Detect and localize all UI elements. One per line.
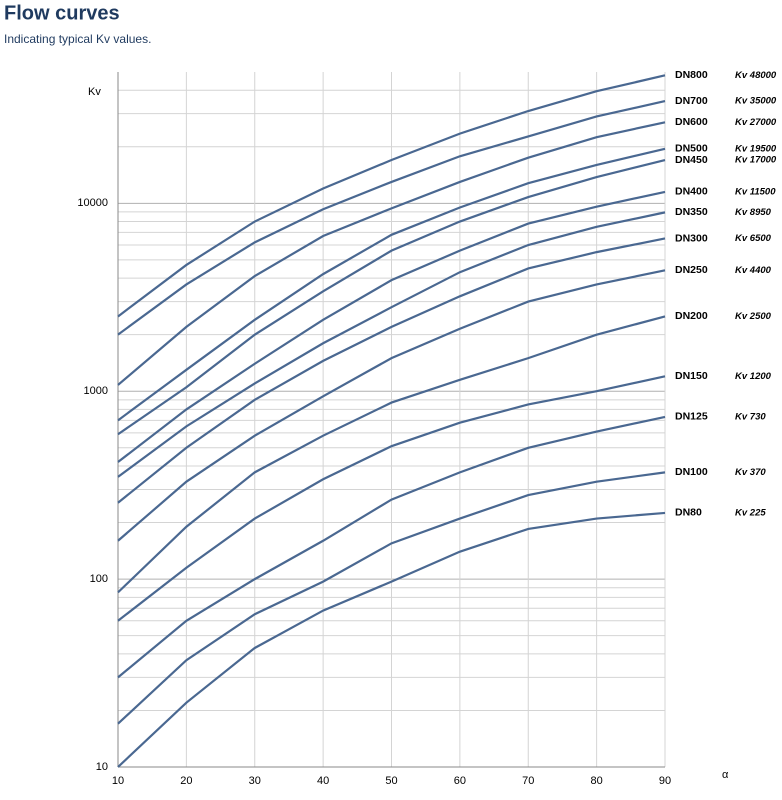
- series-label: DN200: [675, 310, 708, 322]
- value-label: Kv 19500: [735, 143, 777, 154]
- series-label: DN800: [675, 69, 708, 81]
- series-line: [117, 190, 666, 463]
- value-label: Kv 27000: [735, 117, 777, 128]
- series-label: DN600: [675, 116, 708, 128]
- series-label: DN300: [675, 232, 708, 244]
- value-label: Kv 8950: [735, 207, 772, 218]
- x-tick-label: 50: [385, 775, 397, 787]
- series-line: [117, 315, 666, 594]
- series-label: DN500: [675, 143, 708, 155]
- value-label: Kv 2500: [735, 311, 772, 322]
- series-label: DN350: [675, 206, 708, 218]
- series-line: [117, 237, 666, 504]
- series-line: [117, 211, 666, 478]
- x-axis-label: α: [722, 769, 729, 781]
- value-label: Kv 17000: [735, 155, 777, 166]
- value-label: Kv 11500: [735, 186, 776, 197]
- series-label: DN250: [675, 264, 708, 276]
- series-line: [117, 121, 666, 386]
- x-tick-label: 40: [317, 775, 329, 787]
- y-tick-label: 1000: [84, 385, 108, 397]
- x-tick-label: 90: [659, 775, 671, 787]
- value-label: Kv 370: [735, 467, 766, 478]
- chart-title: Flow curves: [4, 2, 120, 24]
- series-label: DN400: [675, 186, 708, 198]
- y-tick-label: 100: [90, 573, 108, 585]
- series-line: [117, 511, 666, 768]
- x-tick-label: 60: [454, 775, 466, 787]
- series-line: [117, 147, 666, 422]
- y-axis-label: Kv: [88, 86, 101, 98]
- value-label: Kv 35000: [735, 96, 777, 107]
- value-label: Kv 225: [735, 507, 766, 518]
- series-line: [117, 100, 666, 336]
- value-label: Kv 4400: [735, 265, 772, 276]
- series-line: [117, 375, 666, 622]
- series-label: DN100: [675, 466, 708, 478]
- value-label: Kv 730: [735, 411, 766, 422]
- x-tick-label: 30: [249, 775, 261, 787]
- series-label: DN450: [675, 154, 708, 166]
- series-label: DN125: [675, 411, 708, 423]
- series-line: [117, 471, 666, 725]
- chart-subtitle: Indicating typical Kv values.: [4, 32, 151, 46]
- series-label: DN80: [675, 507, 702, 519]
- series-line: [117, 74, 666, 318]
- series-label: DN150: [675, 370, 708, 382]
- x-tick-label: 70: [522, 775, 534, 787]
- y-tick-label: 10000: [77, 197, 108, 209]
- x-tick-label: 10: [112, 775, 124, 787]
- series-line: [117, 415, 666, 679]
- x-tick-label: 20: [180, 775, 192, 787]
- x-tick-label: 80: [591, 775, 603, 787]
- series-label: DN700: [675, 95, 708, 107]
- value-label: Kv 48000: [735, 70, 777, 81]
- series-line: [117, 269, 666, 542]
- series-line: [117, 158, 666, 436]
- value-label: Kv 6500: [735, 233, 772, 244]
- y-tick-label: 10: [96, 761, 108, 773]
- value-label: Kv 1200: [735, 371, 772, 382]
